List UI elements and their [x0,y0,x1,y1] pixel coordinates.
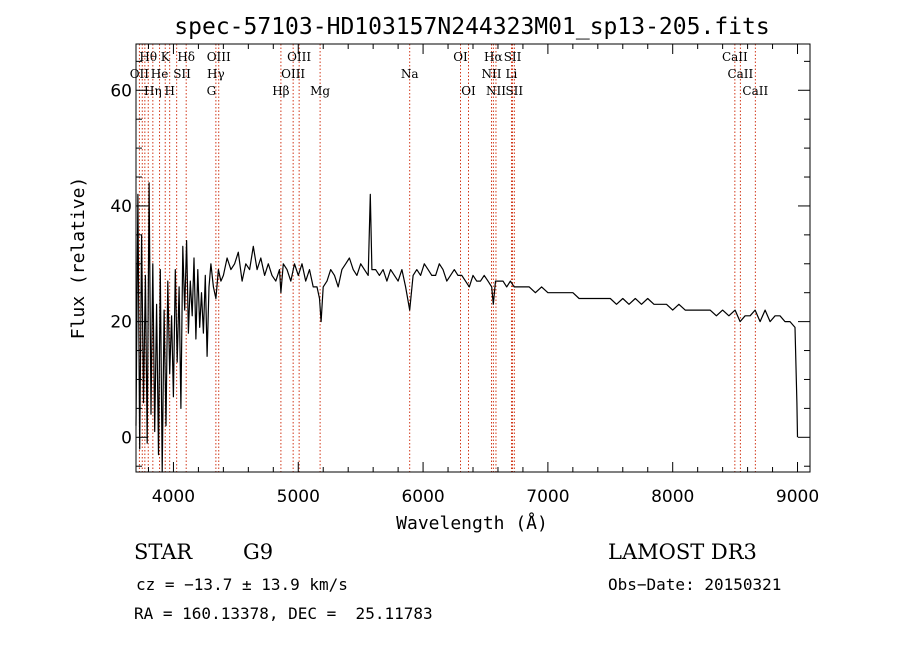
object-class: STAR [134,540,193,564]
line-label-10: He [151,67,169,81]
y-tick-label-2: 40 [110,197,132,217]
line-label-18: Hη [144,84,162,98]
y-tick-label-3: 60 [110,81,132,101]
line-label-7: SII [504,50,522,64]
line-label-12: Hγ [207,67,225,81]
redshift-cz: cz = −13.7 ± 13.9 km/s [136,575,348,594]
object-subclass: G9 [243,540,274,564]
survey-name: LAMOST DR3 [608,540,757,564]
line-label-24: NII [486,84,506,98]
line-label-26: CaII [742,84,768,98]
x-tick-label-1: 5000 [277,487,320,507]
line-markers [138,44,756,472]
obs-date: Obs−Date: 20150321 [608,575,782,594]
line-label-1: K [161,50,171,64]
line-label-2: Hδ [177,50,195,64]
y-tick-label-0: 0 [121,428,132,448]
x-tick-label-2: 6000 [401,487,444,507]
chart-title: spec-57103-HD103157N244323M01_sp13-205.f… [174,14,769,40]
line-label-17: CaII [727,67,753,81]
line-label-8: CaII [722,50,748,64]
line-label-13: OIII [281,67,305,81]
y-axis-label: Flux (relative) [68,177,89,340]
x-tick-label-0: 4000 [152,487,195,507]
line-label-6: Hα [484,50,503,64]
x-axis-label: Wavelength (Å) [396,512,548,534]
line-label-22: Mg [310,84,330,98]
line-label-4: OIII [287,50,311,64]
x-axis: 4000 5000 6000 7000 8000 9000 [147,44,819,507]
line-label-21: Hβ [272,84,289,98]
x-tick-label-3: 7000 [526,487,569,507]
y-axis: 0 20 40 60 [110,60,810,467]
line-label-20: G [207,84,217,98]
x-tick-label-4: 8000 [651,487,694,507]
line-label-9: OII [130,67,150,81]
line-label-0: Hθ [139,50,157,64]
line-label-16: Li [506,67,518,81]
line-label-15: NII [481,67,501,81]
line-label-3: OIII [207,50,231,64]
plot-frame [135,43,811,473]
spectrum-line [135,182,799,473]
coordinates: RA = 160.13378, DEC = 25.11783 [134,604,433,623]
y-tick-label-1: 20 [110,313,132,333]
x-tick-label-5: 9000 [776,487,819,507]
line-label-14: Na [401,67,419,81]
line-label-11: SII [173,67,191,81]
line-label-23: OI [461,84,476,98]
line-label-5: OI [453,50,468,64]
line-label-25: SII [505,84,523,98]
line-label-19: H [164,84,174,98]
